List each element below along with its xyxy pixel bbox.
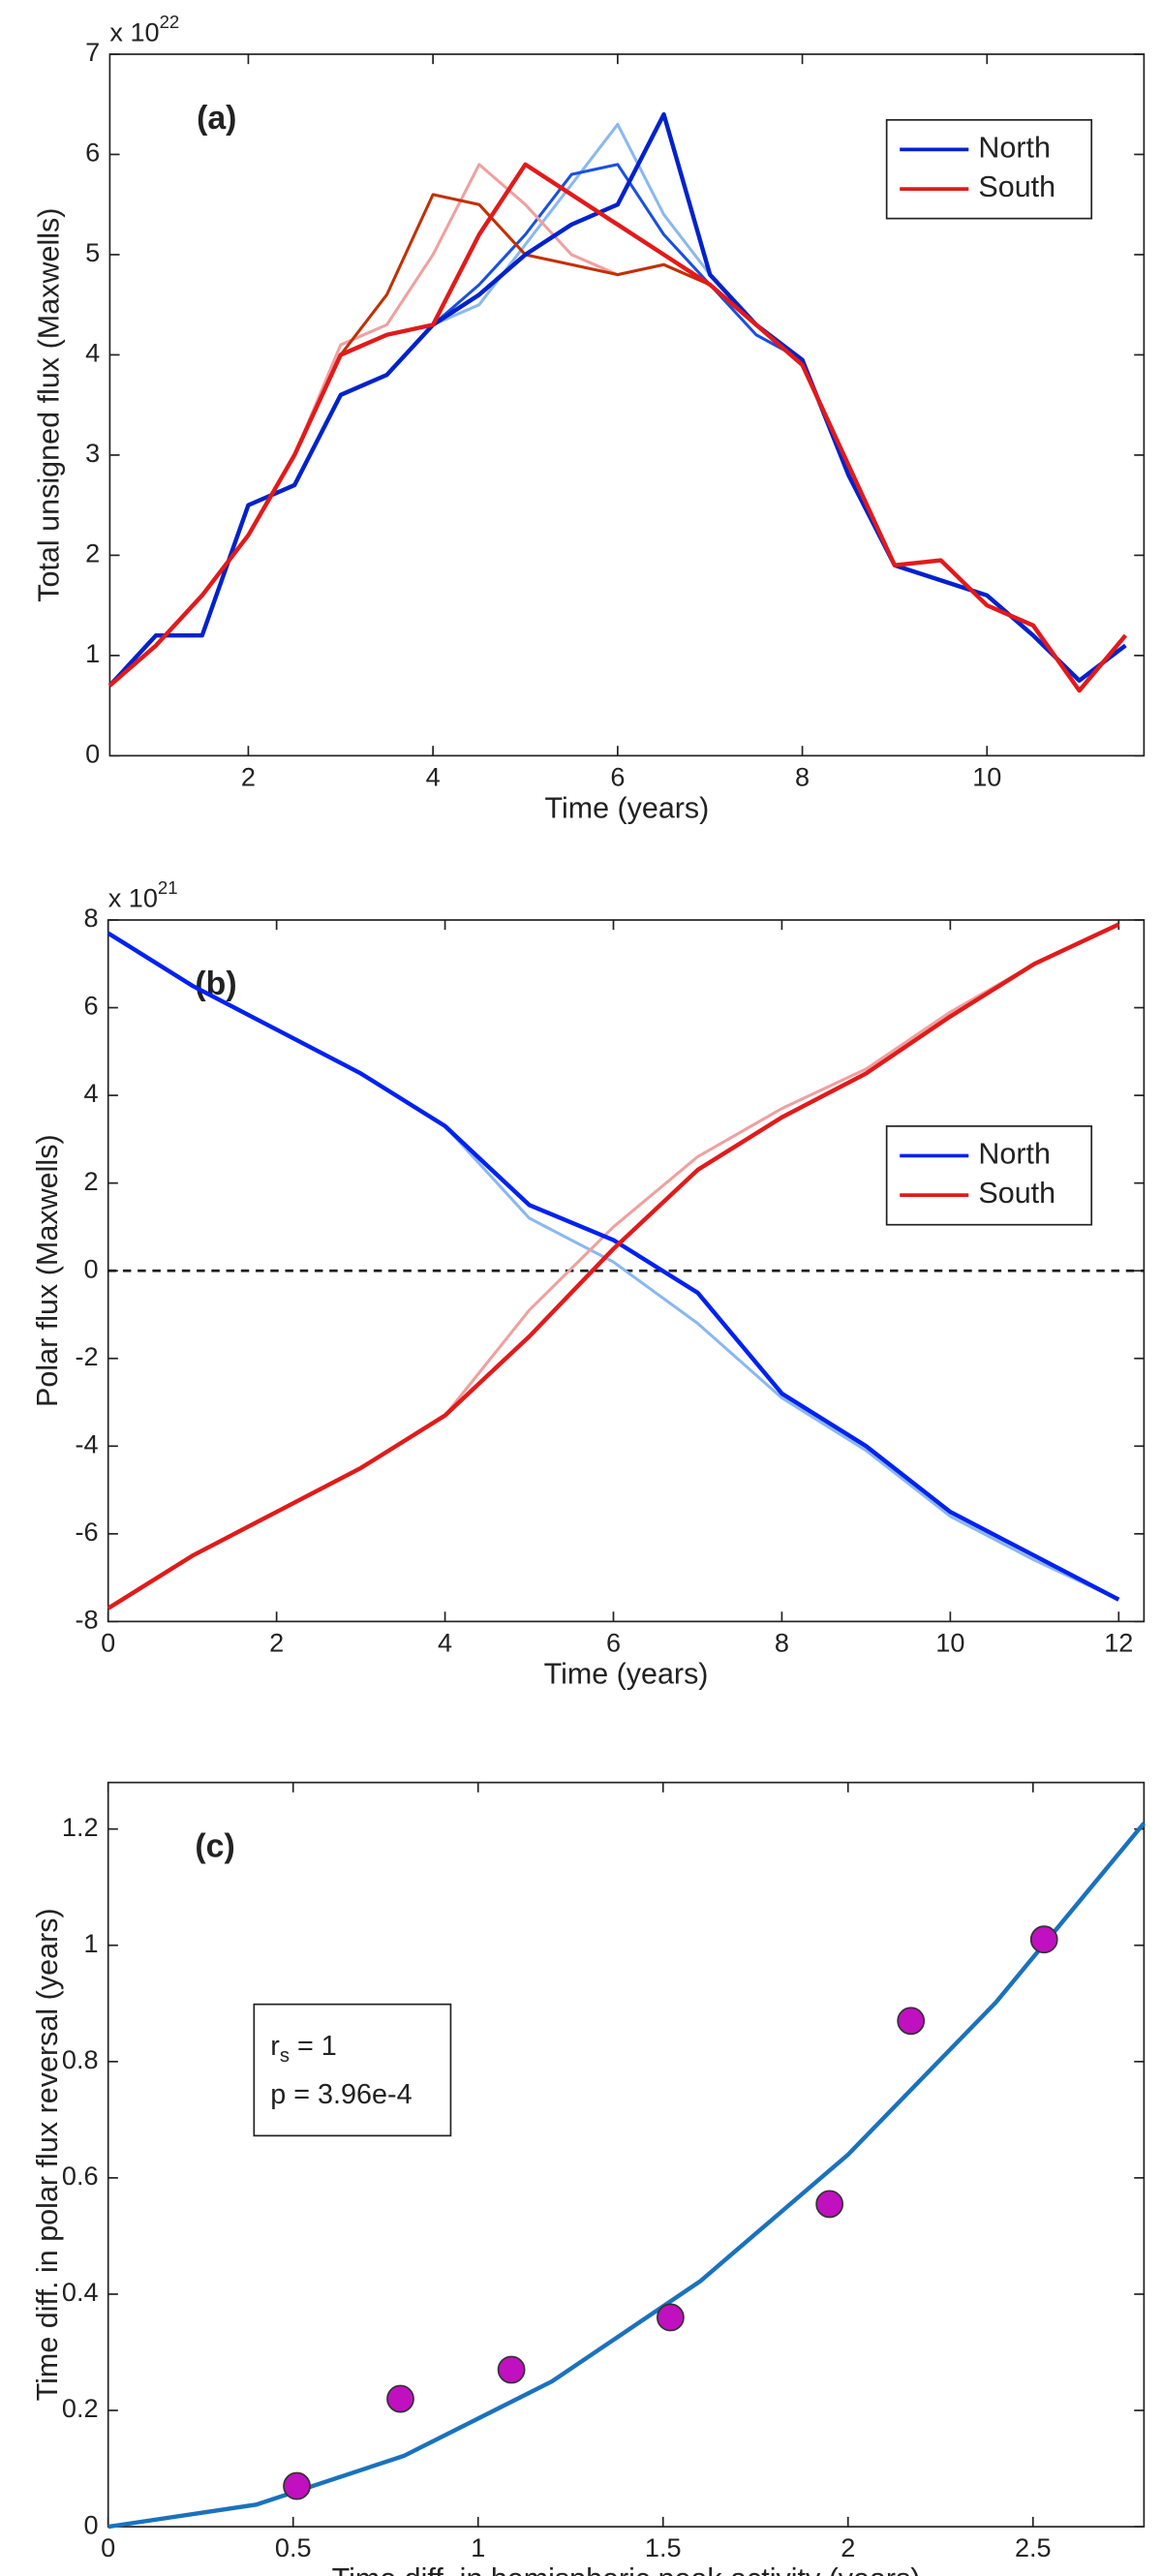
y-axis-label: Total unsigned flux (Maxwells) (33, 208, 66, 602)
y-tick-label: 0.8 (62, 2044, 99, 2074)
data-point (815, 2190, 844, 2219)
y-axis-label: Polar flux (Maxwells) (31, 1134, 64, 1407)
y-tick-label: 0 (83, 1253, 98, 1283)
data-point (1029, 1925, 1058, 1954)
y-tick-label: 0 (83, 2509, 98, 2539)
y-tick-label: 6 (85, 138, 100, 168)
x-tick-label: 1 (471, 2532, 485, 2562)
stat-r: rs = 1 (270, 2030, 337, 2067)
y-tick-label: 1.2 (62, 1812, 99, 1842)
x-tick-label: 2 (241, 761, 256, 791)
multiplier-base: x 10 (108, 883, 158, 913)
legend-label: North (978, 1137, 1051, 1170)
series-line (107, 931, 1120, 1602)
data-point (283, 2471, 311, 2500)
y-tick-label: 0.6 (62, 2161, 99, 2191)
x-axis-label: Time diff. in hemispheric peak activity … (332, 2562, 921, 2576)
y-tick-label: 1 (83, 1928, 98, 1958)
x-axis-label: Time (years) (544, 791, 709, 824)
panel-label: (a) (197, 100, 236, 137)
legend-label: North (978, 131, 1051, 164)
x-tick-label: 12 (1104, 1627, 1133, 1657)
y-tick-label: 8 (83, 903, 98, 933)
y-tick-label: 0.2 (62, 2393, 99, 2423)
multiplier-exponent: 22 (160, 12, 180, 32)
y-tick-label: 5 (85, 237, 100, 267)
y-tick-label: -6 (75, 1517, 98, 1547)
data-point (497, 2355, 526, 2384)
y-tick-label: 2 (85, 538, 100, 568)
axis-multiplier: x 1022 (109, 12, 179, 47)
stat-p: p = 3.96e-4 (270, 2079, 412, 2110)
multiplier-base: x 10 (109, 17, 159, 47)
x-tick-label: 6 (606, 1627, 621, 1657)
y-tick-label: 4 (85, 338, 100, 368)
legend-label: South (978, 170, 1055, 203)
y-tick-label: 3 (85, 438, 100, 468)
stat-r-value: = 1 (290, 2030, 337, 2061)
series-line (107, 111, 1127, 688)
y-tick-label: 4 (83, 1078, 98, 1108)
y-tick-label: 7 (85, 37, 100, 67)
y-tick-label: 2 (83, 1166, 98, 1196)
fit-curve (107, 1822, 1147, 2530)
legend-box (885, 1125, 1093, 1226)
x-tick-label: 6 (610, 761, 625, 791)
data-point (386, 2384, 414, 2413)
x-tick-label: 0.5 (275, 2532, 312, 2562)
multiplier-exponent: 21 (158, 877, 178, 898)
data-point (657, 2303, 685, 2332)
y-tick-label: 0 (85, 738, 100, 768)
series-line (107, 922, 1120, 1610)
plot-frame (107, 1781, 1146, 2528)
x-tick-label: 10 (972, 761, 1001, 791)
legend-box (885, 118, 1093, 220)
axis-multiplier: x 1021 (108, 877, 178, 913)
x-tick-label: 10 (935, 1627, 964, 1657)
stat-r-base: r (270, 2030, 280, 2061)
x-tick-label: 4 (426, 761, 441, 791)
stat-r-sub: s (280, 2045, 290, 2067)
y-tick-label: -8 (75, 1605, 98, 1635)
data-point (897, 2007, 926, 2036)
x-tick-label: 2.5 (1015, 2532, 1052, 2562)
y-tick-label: -2 (75, 1341, 98, 1371)
x-tick-label: 4 (438, 1627, 452, 1657)
y-tick-label: 1 (85, 638, 100, 668)
legend-label: South (978, 1177, 1055, 1210)
y-tick-label: -4 (75, 1428, 98, 1458)
series-line (107, 162, 1127, 693)
x-tick-label: 0 (101, 2532, 115, 2562)
y-axis-label: Time diff. in polar flux reversal (years… (31, 1908, 64, 2401)
stats-box (253, 2003, 452, 2137)
x-tick-label: 2 (269, 1627, 284, 1657)
x-axis-label: Time (years) (544, 1657, 709, 1690)
x-tick-label: 0 (101, 1627, 115, 1657)
panel-label: (c) (195, 1827, 234, 1864)
x-tick-label: 1.5 (645, 2532, 682, 2562)
y-tick-label: 0.4 (62, 2277, 99, 2307)
x-tick-label: 2 (841, 2532, 855, 2562)
x-tick-label: 8 (795, 761, 810, 791)
y-tick-label: 6 (83, 991, 98, 1021)
x-tick-label: 8 (775, 1627, 789, 1657)
